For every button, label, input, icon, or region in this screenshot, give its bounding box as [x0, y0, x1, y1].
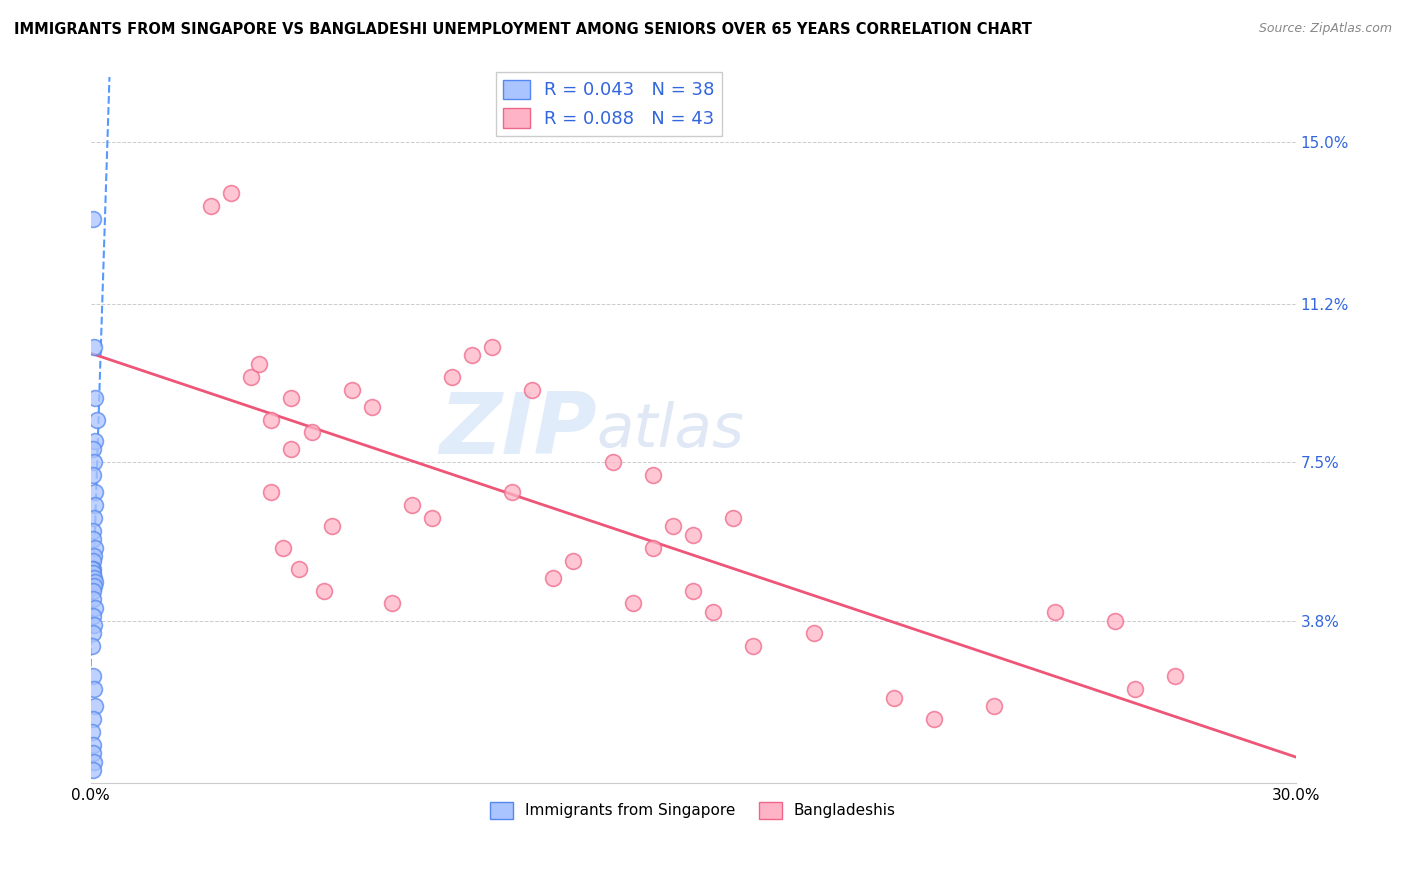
Point — [1104, 614, 1126, 628]
Point — [280, 442, 302, 457]
Point — [83, 575, 105, 590]
Point — [84, 498, 107, 512]
Point — [1123, 681, 1146, 696]
Point — [82, 524, 104, 538]
Point — [280, 391, 302, 405]
Point — [682, 528, 704, 542]
Point — [273, 541, 295, 555]
Point — [82, 211, 104, 226]
Point — [641, 468, 664, 483]
Point — [481, 340, 503, 354]
Point — [82, 639, 104, 653]
Point — [82, 583, 104, 598]
Point — [360, 400, 382, 414]
Point — [312, 583, 335, 598]
Point — [1164, 669, 1187, 683]
Point — [86, 412, 108, 426]
Point — [922, 712, 945, 726]
Point — [541, 571, 564, 585]
Text: Source: ZipAtlas.com: Source: ZipAtlas.com — [1258, 22, 1392, 36]
Point — [82, 738, 104, 752]
Point — [83, 617, 105, 632]
Point — [321, 519, 343, 533]
Point — [82, 626, 104, 640]
Point — [82, 562, 104, 576]
Point — [662, 519, 685, 533]
Point — [883, 690, 905, 705]
Point — [441, 369, 464, 384]
Point — [82, 669, 104, 683]
Point — [83, 755, 105, 769]
Point — [803, 626, 825, 640]
Point — [240, 369, 263, 384]
Point — [200, 199, 222, 213]
Point — [260, 485, 283, 500]
Point — [82, 562, 104, 576]
Point — [702, 605, 724, 619]
Text: IMMIGRANTS FROM SINGAPORE VS BANGLADESHI UNEMPLOYMENT AMONG SENIORS OVER 65 YEAR: IMMIGRANTS FROM SINGAPORE VS BANGLADESHI… — [14, 22, 1032, 37]
Point — [82, 746, 104, 760]
Point — [83, 549, 105, 564]
Point — [340, 383, 363, 397]
Point — [82, 442, 104, 457]
Point — [82, 468, 104, 483]
Point — [83, 541, 105, 555]
Point — [501, 485, 523, 500]
Point — [82, 554, 104, 568]
Point — [83, 571, 105, 585]
Point — [1043, 605, 1066, 619]
Point — [219, 186, 242, 200]
Point — [82, 712, 104, 726]
Point — [301, 425, 323, 440]
Point — [83, 485, 105, 500]
Point — [381, 596, 404, 610]
Point — [742, 639, 765, 653]
Point — [83, 455, 105, 469]
Point — [83, 600, 105, 615]
Point — [461, 348, 484, 362]
Point — [83, 579, 105, 593]
Point — [401, 498, 423, 512]
Point — [82, 566, 104, 581]
Point — [522, 383, 544, 397]
Point — [84, 391, 107, 405]
Text: ZIP: ZIP — [439, 389, 596, 472]
Text: atlas: atlas — [596, 401, 745, 459]
Point — [83, 434, 105, 448]
Point — [723, 511, 745, 525]
Point — [83, 340, 105, 354]
Point — [641, 541, 664, 555]
Point — [983, 699, 1005, 714]
Point — [82, 609, 104, 624]
Point — [602, 455, 624, 469]
Point — [82, 763, 104, 777]
Point — [82, 592, 104, 607]
Point — [82, 724, 104, 739]
Point — [621, 596, 644, 610]
Point — [260, 412, 283, 426]
Point — [82, 533, 104, 547]
Legend: Immigrants from Singapore, Bangladeshis: Immigrants from Singapore, Bangladeshis — [484, 796, 903, 825]
Point — [682, 583, 704, 598]
Point — [83, 681, 105, 696]
Point — [83, 511, 105, 525]
Point — [420, 511, 443, 525]
Point — [83, 699, 105, 714]
Point — [561, 554, 583, 568]
Point — [288, 562, 311, 576]
Point — [247, 357, 270, 371]
